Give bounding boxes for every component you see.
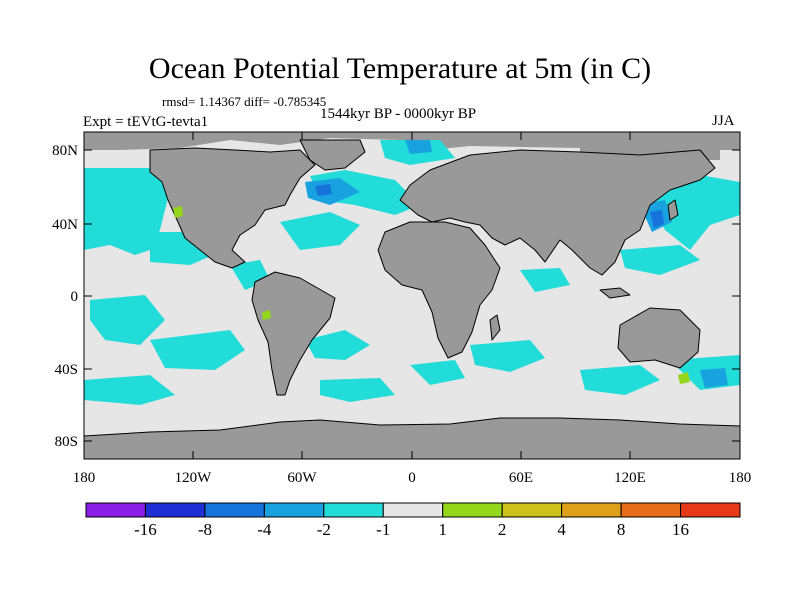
lat-label-0: 0 — [71, 289, 79, 305]
colorbar-label: 1 — [438, 520, 447, 539]
colorbar-swatch — [442, 502, 503, 518]
land-japan — [667, 199, 679, 221]
lon-label-60e: 60E — [509, 470, 533, 486]
lat-label-40s: 40S — [55, 362, 78, 378]
diff-value: -0.785345 — [273, 94, 327, 109]
lat-label-80n: 80N — [52, 143, 78, 159]
land-antarctica — [84, 417, 740, 459]
land-south-america — [251, 271, 336, 396]
colorbar — [85, 502, 741, 518]
colorbar-label: -8 — [198, 520, 212, 539]
lon-label-180e: 180 — [729, 470, 752, 486]
colorbar-swatch — [85, 502, 146, 518]
colorbar-label: 16 — [672, 520, 689, 539]
rmsd-value: 1.14367 — [198, 94, 241, 109]
period-label: 1544kyr BP - 0000kyr BP — [320, 106, 477, 122]
lon-ticks — [83, 132, 741, 459]
cold-anomaly-strong — [315, 184, 664, 228]
rmsd-label: rmsd= — [162, 94, 196, 109]
colorbar-label: -4 — [257, 520, 272, 539]
land-madagascar — [489, 314, 501, 341]
colorbar-swatch — [263, 502, 325, 518]
colorbar-swatch — [144, 502, 206, 518]
lat-label-80s: 80S — [55, 434, 78, 450]
colorbar-label: -2 — [317, 520, 331, 539]
colorbar-label: -16 — [134, 520, 157, 539]
map-title: Ocean Potential Temperature at 5m (in C) — [148, 52, 652, 85]
land-greenland — [299, 139, 366, 171]
colorbar-labels: -16 -8 -4 -2 -1 1 2 4 8 16 — [134, 520, 689, 539]
colorbar-label: 2 — [498, 520, 507, 539]
colorbar-swatch — [680, 502, 741, 518]
lon-label-120w: 120W — [175, 470, 213, 486]
colorbar-swatch — [204, 502, 265, 518]
colorbar-label: 8 — [617, 520, 626, 539]
lon-label-120e: 120E — [614, 470, 646, 486]
lon-label-0: 0 — [408, 470, 416, 486]
colorbar-swatch — [501, 502, 563, 518]
colorbar-swatch — [620, 502, 682, 518]
colorbar-label: 4 — [557, 520, 566, 539]
land — [84, 139, 740, 459]
colorbar-swatch — [323, 502, 384, 518]
lon-label-180w: 180 — [73, 470, 96, 486]
land-eurasia — [399, 149, 716, 276]
arctic-land — [84, 132, 740, 160]
warm-anomaly — [173, 206, 690, 384]
stats-line: rmsd= 1.14367 diff= -0.785345 — [162, 94, 326, 110]
lat-ticks — [84, 149, 740, 442]
diff-label: diff= — [244, 94, 270, 109]
season-label: JJA — [712, 113, 735, 129]
colorbar-swatch — [382, 502, 444, 518]
land-indonesia — [599, 287, 631, 299]
experiment-label: Expt = tEVtG-tevta1 — [83, 114, 209, 130]
colorbar-swatch — [561, 502, 622, 518]
lon-label-60w: 60W — [287, 470, 317, 486]
lat-label-40n: 40N — [52, 217, 78, 233]
land-australia — [617, 307, 701, 369]
colorbar-label: -1 — [376, 520, 390, 539]
land-africa — [377, 221, 501, 359]
